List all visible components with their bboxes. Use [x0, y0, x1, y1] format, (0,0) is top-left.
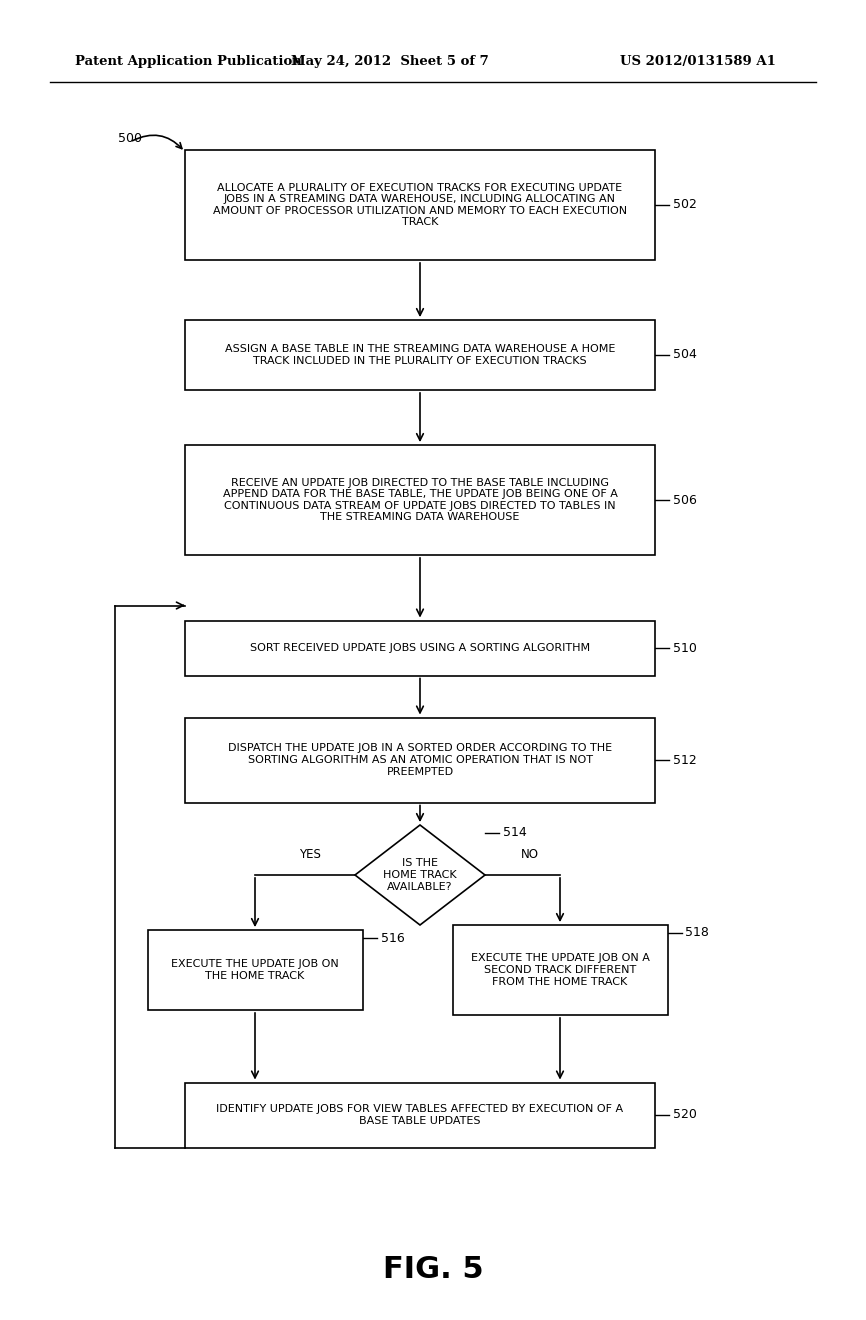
Text: IS THE
HOME TRACK
AVAILABLE?: IS THE HOME TRACK AVAILABLE?: [383, 858, 456, 891]
Text: FIG. 5: FIG. 5: [383, 1255, 483, 1284]
Text: May 24, 2012  Sheet 5 of 7: May 24, 2012 Sheet 5 of 7: [291, 55, 489, 69]
Text: 516: 516: [380, 932, 404, 945]
Text: 504: 504: [673, 348, 697, 362]
Polygon shape: [355, 825, 485, 925]
Text: EXECUTE THE UPDATE JOB ON A
SECOND TRACK DIFFERENT
FROM THE HOME TRACK: EXECUTE THE UPDATE JOB ON A SECOND TRACK…: [470, 953, 650, 986]
Text: IDENTIFY UPDATE JOBS FOR VIEW TABLES AFFECTED BY EXECUTION OF A
BASE TABLE UPDAT: IDENTIFY UPDATE JOBS FOR VIEW TABLES AFF…: [216, 1105, 624, 1126]
Text: 500: 500: [118, 132, 142, 144]
Text: 506: 506: [673, 494, 697, 507]
Bar: [185, 1082, 655, 1147]
Text: 512: 512: [673, 754, 697, 767]
Bar: [453, 925, 668, 1015]
Text: SORT RECEIVED UPDATE JOBS USING A SORTING ALGORITHM: SORT RECEIVED UPDATE JOBS USING A SORTIN…: [250, 643, 590, 653]
Text: 514: 514: [503, 826, 527, 840]
Text: NO: NO: [521, 849, 539, 862]
Text: 518: 518: [686, 927, 709, 940]
Text: 510: 510: [673, 642, 697, 655]
Text: Patent Application Publication: Patent Application Publication: [75, 55, 301, 69]
Bar: [185, 150, 655, 260]
Bar: [185, 718, 655, 803]
Text: US 2012/0131589 A1: US 2012/0131589 A1: [620, 55, 776, 69]
Text: RECEIVE AN UPDATE JOB DIRECTED TO THE BASE TABLE INCLUDING
APPEND DATA FOR THE B: RECEIVE AN UPDATE JOB DIRECTED TO THE BA…: [223, 478, 617, 523]
Bar: [185, 620, 655, 676]
Bar: [147, 931, 363, 1010]
Text: 502: 502: [673, 198, 697, 211]
Text: EXECUTE THE UPDATE JOB ON
THE HOME TRACK: EXECUTE THE UPDATE JOB ON THE HOME TRACK: [171, 960, 339, 981]
Bar: [185, 319, 655, 389]
Text: ALLOCATE A PLURALITY OF EXECUTION TRACKS FOR EXECUTING UPDATE
JOBS IN A STREAMIN: ALLOCATE A PLURALITY OF EXECUTION TRACKS…: [213, 182, 627, 227]
Text: DISPATCH THE UPDATE JOB IN A SORTED ORDER ACCORDING TO THE
SORTING ALGORITHM AS : DISPATCH THE UPDATE JOB IN A SORTED ORDE…: [228, 743, 612, 776]
Text: YES: YES: [299, 849, 321, 862]
Text: ASSIGN A BASE TABLE IN THE STREAMING DATA WAREHOUSE A HOME
TRACK INCLUDED IN THE: ASSIGN A BASE TABLE IN THE STREAMING DAT…: [225, 345, 615, 366]
Bar: [185, 445, 655, 554]
Text: 520: 520: [673, 1109, 697, 1122]
